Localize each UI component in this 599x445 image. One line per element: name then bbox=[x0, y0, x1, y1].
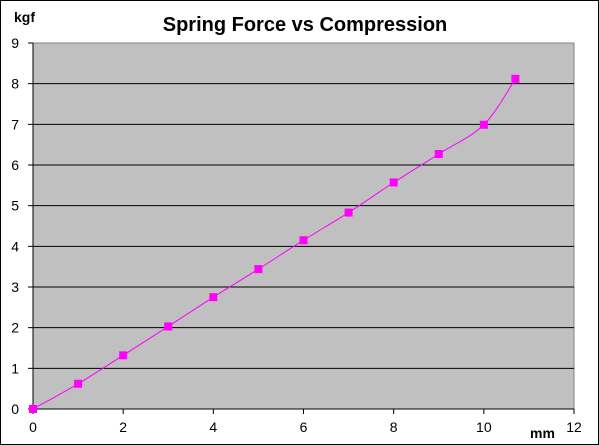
y-tick-label-9: 9 bbox=[11, 35, 19, 51]
x-tick-label-6: 6 bbox=[300, 419, 308, 435]
y-tick-labels: 0 1 2 3 4 5 6 7 8 9 bbox=[11, 35, 19, 417]
y-tick-label-5: 5 bbox=[11, 198, 19, 214]
data-point-11 bbox=[511, 74, 520, 83]
y-tick-label-7: 7 bbox=[11, 116, 19, 132]
data-point-8 bbox=[389, 178, 398, 187]
y-tick-label-4: 4 bbox=[11, 238, 19, 254]
plot-area bbox=[32, 42, 575, 410]
x-tick-label-10: 10 bbox=[476, 419, 492, 435]
y-tick-label-1: 1 bbox=[11, 360, 19, 376]
y-tick-label-0: 0 bbox=[11, 401, 19, 417]
data-point-0 bbox=[29, 405, 37, 413]
data-point-10 bbox=[479, 120, 488, 129]
axes bbox=[28, 42, 575, 414]
x-tick-label-12: 12 bbox=[566, 419, 582, 435]
y-tick-label-8: 8 bbox=[11, 76, 19, 92]
x-tick-label-4: 4 bbox=[209, 419, 217, 435]
y-tick-label-3: 3 bbox=[11, 279, 19, 295]
x-tick-label-0: 0 bbox=[29, 419, 37, 435]
x-tick-label-2: 2 bbox=[119, 419, 127, 435]
y-tick-label-6: 6 bbox=[11, 157, 19, 173]
data-point-4 bbox=[209, 293, 218, 302]
y-axis-label: kgf bbox=[14, 9, 35, 25]
data-point-9 bbox=[434, 150, 443, 159]
data-point-3 bbox=[164, 322, 173, 331]
data-point-7 bbox=[344, 208, 353, 217]
x-tick-labels: 0 2 4 6 8 10 12 bbox=[29, 419, 582, 435]
series-group bbox=[29, 74, 520, 413]
data-point-1 bbox=[74, 379, 83, 388]
data-point-5 bbox=[254, 265, 263, 274]
data-point-2 bbox=[119, 351, 128, 360]
data-point-6 bbox=[299, 236, 308, 245]
chart-title: Spring Force vs Compression bbox=[163, 14, 448, 36]
x-tick-label-8: 8 bbox=[390, 419, 398, 435]
x-axis-label: mm bbox=[530, 425, 555, 441]
y-tick-label-2: 2 bbox=[11, 320, 19, 336]
